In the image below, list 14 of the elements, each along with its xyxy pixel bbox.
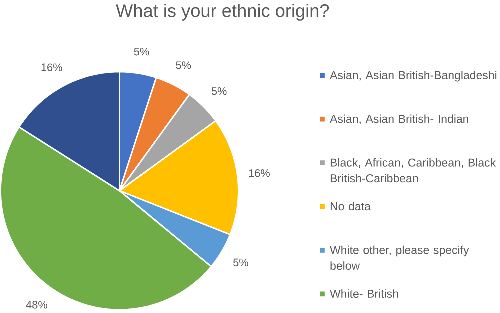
legend-label: Black, African, Caribbean, Black British-Caribbean [330,158,496,183]
data-label: 48% [26,301,48,309]
data-label: 16% [249,170,270,178]
chart-title: What is your ethnic origin? [116,4,330,22]
data-label: 5% [212,88,227,96]
data-label: 5% [234,258,248,267]
data-label: 5% [176,62,192,70]
legend-label: Asian, Asian British- Indian [330,114,468,125]
legend-label: Asian, Asian British-Bangladeshi [330,71,497,82]
legend-label: White other, please specify below [330,246,470,270]
legend-label: White- British [330,290,398,298]
legend-label: No data [330,202,371,211]
data-label: 16% [42,64,62,72]
data-label: 5% [134,48,150,56]
